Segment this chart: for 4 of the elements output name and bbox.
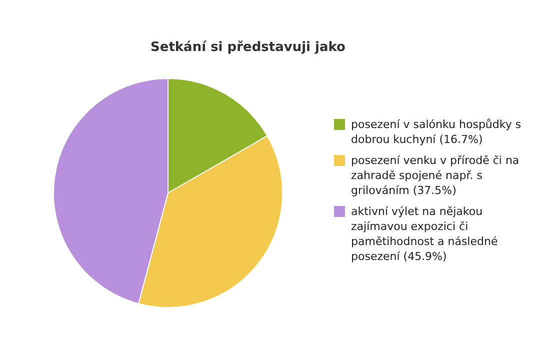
legend-label: aktivní výlet na nějakou zajímavou expozici či pamětihodnost a následné posezení (45.9%) bbox=[351, 204, 499, 264]
legend-label: posezení v salónku hospůdky s dobrou kuchyní (16.7%) bbox=[351, 116, 522, 146]
chart-title: Setkání si představuji jako bbox=[150, 39, 346, 57]
legend-label: posezení venku v přírodě či na zahradě spojené např. s grilováním (37.5%) bbox=[351, 152, 520, 198]
